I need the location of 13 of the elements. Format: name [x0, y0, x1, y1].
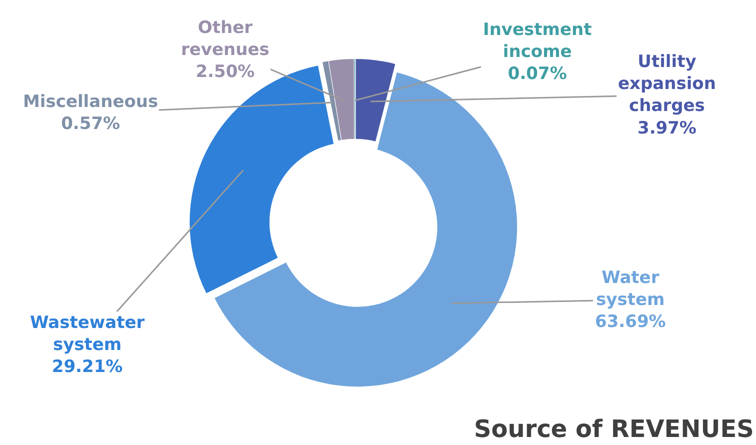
slice-label: Investment income [483, 20, 592, 62]
slice-label: Water system [596, 268, 665, 310]
data-label: 0.07% [508, 64, 567, 84]
data-label: 29.21% [52, 357, 123, 378]
text: Source of REVENUES [474, 415, 754, 443]
slice-label: Other revenues [181, 18, 270, 60]
data-label: 3.97% [637, 118, 696, 138]
slice-label: Utility expansion charges [618, 52, 716, 116]
data-label: 63.69% [595, 312, 666, 332]
slice-label: Wastewater system [30, 313, 146, 356]
slice-label: Miscellaneous [23, 92, 158, 112]
data-label: 2.50% [196, 62, 255, 82]
data-label: 0.57% [61, 114, 120, 134]
